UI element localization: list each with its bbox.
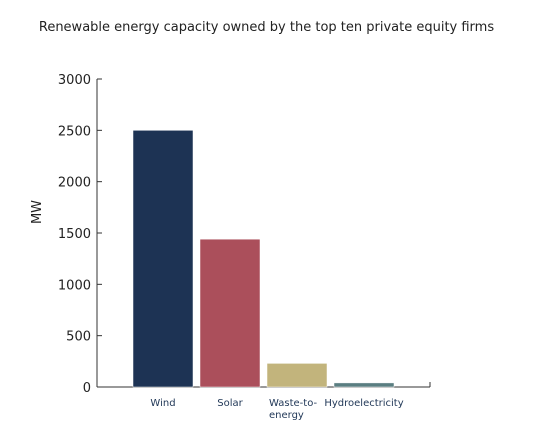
bar-hydroelectricity [333, 382, 395, 388]
y-tick-label: 2000 [58, 176, 91, 191]
bar-wind [132, 130, 194, 388]
bar-waste-to-energy [266, 363, 328, 388]
y-tick-label: 3000 [58, 73, 91, 88]
x-category-label: Wind [150, 398, 175, 409]
y-tick-label: 500 [66, 330, 91, 345]
x-category-label: energy [269, 410, 304, 421]
y-axis-label: MW [30, 200, 45, 224]
y-axis: 0 500 1000 1500 2000 2500 3000 [58, 73, 102, 396]
bar-solar [199, 238, 261, 388]
bars [132, 130, 395, 388]
x-category-label: Hydroelectricity [324, 398, 403, 409]
y-tick-label: 0 [83, 381, 91, 396]
category-labels: Wind Solar Waste-to-energy Hydroelectricity [150, 398, 403, 421]
y-tick-label: 1000 [58, 278, 91, 293]
chart-title: Renewable energy capacity owned by the t… [38, 20, 495, 35]
y-tick-label: 2500 [58, 124, 91, 139]
x-category-label: Solar [217, 398, 243, 409]
y-tick-label: 1500 [58, 227, 91, 242]
x-category-label: Waste-to- [269, 398, 317, 409]
